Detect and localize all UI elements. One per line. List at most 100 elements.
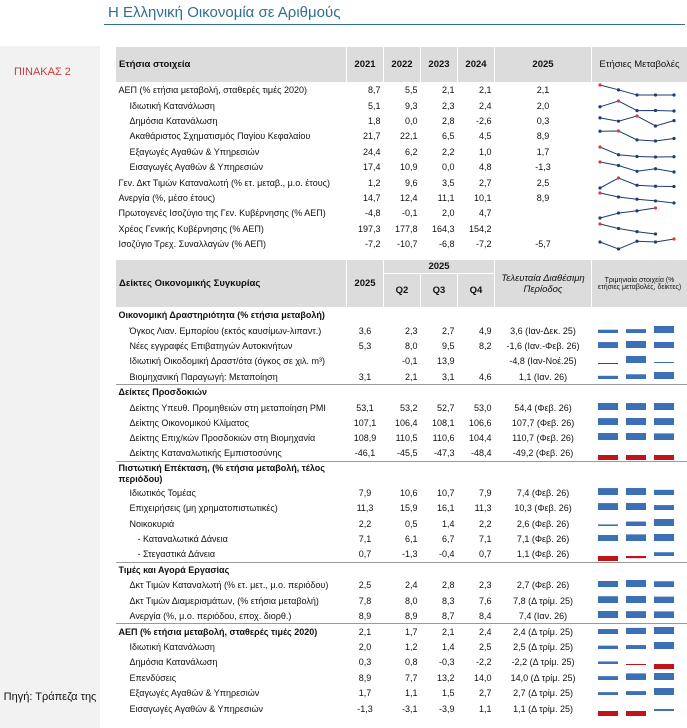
year-value: 21,7 — [362, 131, 381, 142]
year-value: -7,2 — [475, 239, 492, 250]
quarter-value: -3,1 — [401, 703, 418, 714]
indicator-row: Δείκτης Καταναλωτικής Εμπιστοσύνης -46,1 -… — [116, 446, 687, 461]
sparkline-point — [597, 216, 602, 220]
bars-cell — [592, 516, 687, 531]
quarter-bars — [597, 402, 674, 410]
quarter-bars — [597, 325, 674, 333]
sparkline-point — [616, 195, 620, 199]
quarter-bars — [597, 503, 674, 511]
quarter-bar — [597, 433, 618, 441]
empty-cell — [347, 384, 384, 399]
section-label: Πιστωτική Επέκταση, (% ετήσια μεταβολή, … — [118, 462, 325, 484]
quarter-value: 6,7 — [441, 534, 455, 545]
empty-cell — [458, 308, 495, 323]
quarter-value: 8,3 — [441, 595, 455, 606]
quarter-value: 52,7 — [436, 402, 455, 413]
quarter-bar — [653, 418, 674, 425]
value-2025 — [495, 221, 592, 236]
left-panel — [0, 46, 100, 728]
quarter-bar — [653, 672, 674, 680]
year-value: 9,6 — [404, 177, 418, 188]
empty-cell — [495, 562, 592, 577]
year-value: 8,9 — [358, 672, 372, 683]
sparkline-cell — [592, 175, 687, 190]
indicator-row: Επιχειρήσεις (μη χρηματοπιστωτικές) 11,3 1… — [116, 501, 687, 516]
annual-row: Γεν. Δκτ Τιμών Καταναλωτή (% ετ. μεταβ.,… — [116, 175, 687, 190]
indicator-row: - Στεγαστικά Δάνεια 0,7 -1,3 -0,4 0,7 1,1 (Φε… — [116, 547, 687, 562]
year-value: 8,9 — [358, 610, 372, 621]
row-label: Νέες εγγραφές Επιβατηγών Αυτοκινήτων — [129, 340, 293, 351]
annual-header-row: Ετήσια στοιχεία 2021 2022 2023 2024 2025… — [115, 46, 687, 83]
year-value: -0,1 — [401, 208, 418, 219]
quarter-bars — [597, 455, 674, 461]
indicators-header-q: Q3 — [420, 273, 458, 308]
quarter-bar — [653, 433, 674, 441]
indicator-row: Βιομηχανική Παραγωγή: Μεταποίηση 3,1 2,1 3,… — [116, 369, 687, 384]
quarter-bar — [625, 627, 646, 634]
quarter-value: 2,2 — [479, 518, 492, 529]
sparkline — [597, 129, 676, 143]
row-label: Όγκος Λιαν. Εμπορίου (εκτός καυσίμων-λιπ… — [129, 325, 322, 336]
row-label: Πρωτογενές Ισοζύγιο της Γεν. Κυβέρνησης … — [118, 208, 326, 219]
section-row: Οικονομική Δραστηριότητα (% ετήσια μεταβ… — [115, 307, 687, 323]
sparkline-point — [616, 152, 620, 157]
latest-period: -4,8 (Ιαν-Νοέ.25) — [509, 356, 577, 367]
year-value: 177,8 — [394, 223, 418, 234]
quarter-bars — [597, 433, 674, 441]
section-row: ΑΕΠ (% ετήσια μεταβολή, σταθερές τιμές 2… — [115, 623, 687, 639]
sparkline-point — [634, 209, 639, 213]
row-label: Ανεργία (%, μ.ο. περιόδου, εποχ. διορθ.) — [129, 610, 292, 621]
empty-cell — [347, 461, 384, 485]
indicators-header-latest: Τελευταία Διαθέσιμη Περίοδος — [494, 259, 593, 308]
sparkline-point — [616, 164, 620, 168]
quarter-bar — [625, 691, 646, 696]
indicator-row: Ιδιωτικός Τομέας 7,9 10,6 10,7 7,9 7,4 (Φεβ. … — [116, 485, 687, 500]
quarter-bar — [625, 402, 646, 410]
section-row: Τιμές και Αγορά Εργασίας — [115, 562, 687, 577]
sparkline-point — [616, 175, 620, 180]
quarter-value: 2,5 — [479, 642, 492, 652]
indicators-header-super: 2025 — [382, 259, 496, 274]
sparkline-cell — [592, 113, 687, 128]
year-value: 24,4 — [362, 146, 381, 157]
quarter-bar — [597, 628, 618, 634]
year-value: -2,6 — [475, 115, 492, 126]
annual-header-year: 2022 — [383, 46, 421, 83]
quarter-value: 14,0 — [473, 672, 492, 683]
sparkline-point — [671, 118, 676, 123]
section-label: Τιμές και Αγορά Εργασίας — [118, 565, 230, 576]
year-value: 12,4 — [399, 192, 418, 203]
quarter-value: 8,7 — [441, 610, 455, 621]
annual-row: Χρέος Γενικής Κυβέρνησης (% ΑΕΠ) 197,3 177… — [116, 221, 687, 236]
row-label: Χρέος Γενικής Κυβέρνησης (% ΑΕΠ) — [118, 223, 264, 234]
sparkline-point — [597, 222, 602, 226]
bars-cell — [592, 415, 687, 430]
quarter-bars — [597, 534, 674, 542]
year-value: 1,7 — [358, 688, 372, 699]
quarter-value: 0,5 — [404, 518, 418, 529]
annual-row: Ιδιωτική Κατανάλωση 5,1 9,3 2,3 2,4 2,0 — [116, 98, 687, 113]
quarter-value: 11,3 — [474, 503, 492, 514]
empty-cell — [384, 461, 421, 485]
sparkline-point — [634, 239, 639, 243]
quarter-value: 0,7 — [479, 549, 492, 560]
quarter-bars — [597, 488, 674, 496]
quarter-value: 2,7 — [479, 688, 492, 699]
sparkline — [597, 145, 676, 159]
quarter-value: 0,8 — [404, 657, 418, 668]
quarter-bar — [625, 488, 646, 496]
quarter-bar — [597, 581, 618, 588]
row-label: - Στεγαστικά Δάνεια — [137, 549, 216, 560]
sparkline-point — [653, 240, 657, 244]
bars-cell — [592, 461, 687, 485]
sparkline-point — [653, 184, 657, 188]
quarter-bar — [597, 455, 618, 461]
sparkline-point — [653, 167, 657, 171]
sparkline-point — [597, 104, 602, 108]
indicator-row: Δείκτης Επιχ/κών Προσδοκιών στη Βιομηχαν… — [116, 431, 687, 446]
indicators-header-row: Q2 Q3 Q4 — [116, 273, 687, 308]
quarter-bars — [597, 672, 674, 680]
year-value: 9,3 — [404, 100, 418, 111]
sparkline-point — [634, 154, 639, 158]
quarter-bars — [597, 518, 674, 526]
